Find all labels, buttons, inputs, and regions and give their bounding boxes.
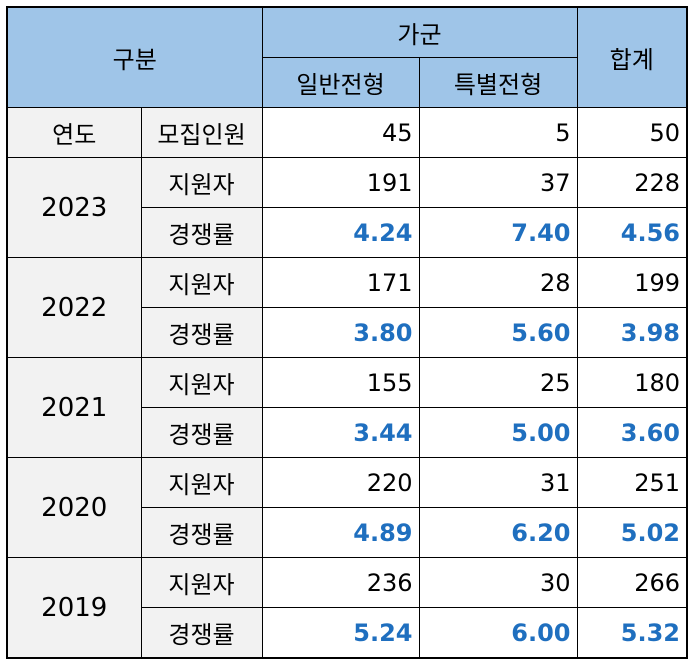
year-cell: 2021 [6,357,142,458]
header-category: 구분 [6,6,263,108]
label-rate: 경쟁률 [140,407,263,458]
applicants-general: 220 [261,457,420,508]
rate-total: 5.02 [576,507,688,558]
applicants-special: 25 [418,357,578,408]
rate-row: 경쟁률 3.44 5.00 3.60 [7,407,688,458]
applicants-row: 2023 지원자 191 37 228 [6,157,688,258]
header-row-2: 일반전형 특별전형 [7,57,687,108]
label-applicants: 지원자 [140,357,263,408]
rate-total: 3.98 [576,307,688,358]
rate-general: 4.89 [261,507,420,558]
label-rate: 경쟁률 [140,507,263,558]
quota-row: 연도 모집인원 45 5 50 [6,107,688,158]
rate-special: 6.20 [418,507,578,558]
label-applicants: 지원자 [140,457,263,508]
rate-total: 4.56 [576,207,688,258]
applicants-special: 37 [418,157,578,208]
header-general: 일반전형 [261,57,420,108]
header-group: 가군 [261,6,578,58]
rate-general: 3.80 [261,307,420,358]
applicants-total: 251 [576,457,688,508]
rate-row: 경쟁률 3.80 5.60 3.98 [7,307,688,358]
competition-table-container: 구분 가군 합계 일반전형 특별전형 연도 모집인원 45 5 50 2023 … [6,6,688,659]
applicants-general: 171 [261,257,420,308]
header-row-1: 구분 가군 합계 [6,6,688,108]
competition-rate-table: 구분 가군 합계 일반전형 특별전형 연도 모집인원 45 5 50 2023 … [6,6,688,659]
label-rate: 경쟁률 [140,607,263,659]
year-cell: 2022 [6,257,142,358]
quota-special: 5 [418,107,578,158]
applicants-row: 2022 지원자 171 28 199 [6,257,688,358]
year-cell: 2023 [6,157,142,258]
applicants-total: 228 [576,157,688,208]
label-year: 연도 [6,107,142,158]
rate-row: 경쟁률 4.24 7.40 4.56 [7,207,688,258]
label-applicants: 지원자 [140,557,263,608]
rate-special: 5.00 [418,407,578,458]
applicants-special: 30 [418,557,578,608]
rate-total: 3.60 [576,407,688,458]
rate-special: 5.60 [418,307,578,358]
applicants-row: 2020 지원자 220 31 251 [6,457,688,558]
applicants-total: 266 [576,557,688,608]
label-applicants: 지원자 [140,157,263,208]
rate-row: 경쟁률 5.24 6.00 5.32 [7,607,688,659]
applicants-special: 31 [418,457,578,508]
applicants-general: 155 [261,357,420,408]
year-cell: 2020 [6,457,142,558]
rate-total: 5.32 [576,607,688,659]
applicants-general: 236 [261,557,420,608]
header-special: 특별전형 [418,57,578,108]
rate-general: 3.44 [261,407,420,458]
quota-general: 45 [261,107,420,158]
rate-general: 5.24 [261,607,420,659]
applicants-total: 199 [576,257,688,308]
quota-total: 50 [576,107,688,158]
rate-special: 7.40 [418,207,578,258]
year-cell: 2019 [6,557,142,659]
label-rate: 경쟁률 [140,307,263,358]
applicants-total: 180 [576,357,688,408]
applicants-general: 191 [261,157,420,208]
rate-general: 4.24 [261,207,420,258]
applicants-special: 28 [418,257,578,308]
header-total: 합계 [576,6,688,108]
rate-special: 6.00 [418,607,578,659]
label-applicants: 지원자 [140,257,263,308]
applicants-row: 2021 지원자 155 25 180 [6,357,688,458]
label-rate: 경쟁률 [140,207,263,258]
applicants-row: 2019 지원자 236 30 266 [6,557,688,659]
label-quota: 모집인원 [140,107,263,158]
